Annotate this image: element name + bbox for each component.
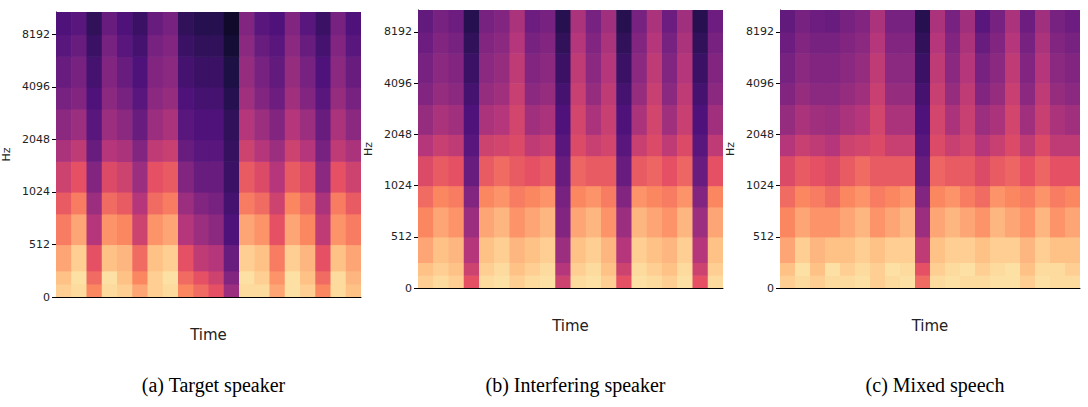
svg-text:4096: 4096 — [746, 77, 774, 90]
svg-text:512: 512 — [391, 230, 412, 243]
svg-text:1024: 1024 — [746, 179, 774, 192]
svg-text:1024: 1024 — [22, 185, 50, 198]
svg-text:0: 0 — [43, 291, 50, 304]
svg-text:Hz: Hz — [362, 142, 375, 156]
svg-text:4096: 4096 — [22, 80, 50, 93]
svg-text:(c) Mixed speech: (c) Mixed speech — [866, 374, 1005, 397]
svg-text:(b) Interfering speaker: (b) Interfering speaker — [486, 374, 666, 397]
svg-text:Hz: Hz — [724, 142, 737, 156]
svg-text:2048: 2048 — [746, 128, 774, 141]
svg-text:2048: 2048 — [384, 128, 412, 141]
svg-text:(a) Target speaker: (a) Target speaker — [142, 374, 286, 397]
svg-text:2048: 2048 — [22, 133, 50, 146]
svg-text:8192: 8192 — [22, 28, 50, 41]
svg-text:0: 0 — [405, 282, 412, 295]
svg-text:Time: Time — [189, 326, 227, 344]
svg-text:Hz: Hz — [0, 147, 13, 161]
svg-text:8192: 8192 — [746, 25, 774, 38]
svg-text:Time: Time — [551, 317, 589, 335]
svg-text:512: 512 — [29, 238, 50, 251]
svg-text:0: 0 — [767, 282, 774, 295]
svg-text:1024: 1024 — [384, 179, 412, 192]
svg-text:512: 512 — [753, 230, 774, 243]
svg-text:8192: 8192 — [384, 25, 412, 38]
svg-text:Time: Time — [911, 317, 949, 335]
svg-text:4096: 4096 — [384, 77, 412, 90]
